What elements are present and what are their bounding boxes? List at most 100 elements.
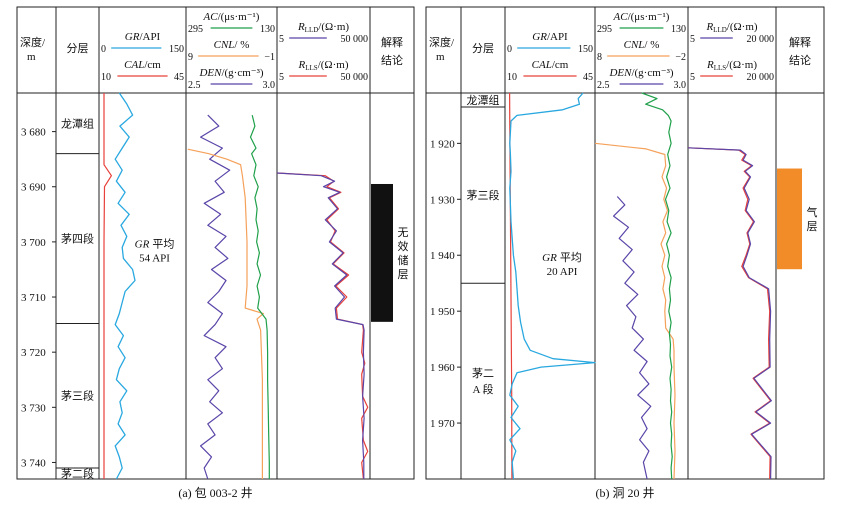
- rlld-header-name: R: [705, 21, 713, 33]
- interpretation-label-char: 气: [807, 205, 818, 219]
- formation-label: 茅二段: [61, 466, 94, 480]
- gr-average-value: 54 API: [139, 252, 170, 264]
- panel-frame: [16, 6, 415, 480]
- cnl-header-scale-min: 8: [597, 52, 602, 63]
- ac-header-scale-min: 295: [188, 24, 203, 35]
- den-header-scale-max: 3.0: [263, 80, 276, 91]
- depth-tick-label: 3 720: [21, 347, 46, 359]
- rlld-header-unit: /(Ω·m): [727, 21, 758, 33]
- rlls-header-title: RLLS/(Ω·m): [706, 59, 757, 72]
- rlls-header-subscript: LLS: [305, 64, 318, 72]
- gr-curve: [509, 92, 596, 480]
- interpretation-label-char: 效: [398, 239, 409, 253]
- depth-header: 深度/: [20, 35, 46, 49]
- cal-curve: [103, 93, 113, 479]
- interpretation-header-2: 结论: [789, 53, 811, 67]
- gr-average-label: 平均: [152, 237, 174, 250]
- cnl-header-title: CNL/ %: [214, 39, 250, 51]
- cal-header-scale-max: 45: [174, 72, 184, 83]
- interpretation-header: 解释: [789, 35, 811, 49]
- interpretation-label-char: 储: [398, 253, 409, 267]
- gr-header-scale-max: 150: [169, 44, 184, 55]
- gr-header-scale-min: 0: [101, 44, 106, 55]
- panel-frame: [425, 6, 825, 480]
- rlls-curve: [687, 147, 772, 480]
- cnl-curve: [187, 148, 264, 479]
- interpretation-label-char: 无: [398, 227, 409, 239]
- gr-header-unit: /API: [139, 31, 160, 43]
- rlld-header-title: RLLD/(Ω·m): [297, 21, 349, 34]
- gr-header-unit: /API: [547, 31, 568, 43]
- gr-header-scale-min: 0: [507, 44, 512, 55]
- rlls-header-scale-min: 5: [279, 72, 284, 83]
- formation-label: 茅三段: [61, 389, 94, 403]
- depth-tick-label: 1 940: [430, 250, 455, 262]
- cnl-header-unit: / %: [234, 39, 249, 51]
- formation-label: 茅三段: [467, 188, 500, 202]
- depth-unit: m: [27, 51, 36, 63]
- depth-tick-label: 3 680: [21, 127, 46, 139]
- depth-tick-label: 1 950: [430, 306, 455, 318]
- rlld-header-title: RLLD/(Ω·m): [705, 21, 757, 34]
- rlld-header-unit: /(Ω·m): [318, 21, 349, 33]
- rlls-header-unit: /(Ω·m): [318, 59, 349, 71]
- ac-curve: [249, 114, 270, 479]
- formation-label: 龙潭组: [61, 116, 94, 130]
- depth-tick-label: 1 920: [430, 138, 455, 150]
- gr-average-label: 平均: [560, 251, 582, 264]
- interpretation-label-char: 层: [398, 268, 409, 281]
- rlld-header-name: R: [297, 21, 305, 33]
- depth-tick-label: 1 960: [430, 362, 455, 374]
- rlls-header-subscript: LLS: [714, 64, 727, 72]
- depth-tick-label: 3 700: [21, 237, 46, 249]
- ac-header-scale-max: 130: [260, 24, 275, 35]
- interpretation-header: 解释: [381, 35, 403, 49]
- cal-header-unit: /cm: [552, 59, 569, 71]
- cal-header-scale-max: 45: [583, 72, 593, 83]
- gr-average-curve-name: GR: [542, 252, 557, 264]
- gr-curve: [114, 92, 136, 480]
- depth-header: 深度/: [429, 35, 455, 49]
- ac-header-name: AC: [203, 11, 219, 23]
- den-header-title: DEN/(g·cm⁻³): [198, 67, 263, 79]
- interpretation-label-char: 层: [807, 220, 818, 233]
- well-caption: (b) 洞 20 井: [596, 486, 655, 500]
- cnl-header-name: CNL: [214, 39, 235, 51]
- den-header-scale-max: 3.0: [674, 80, 687, 91]
- rlls-header-scale-max: 20 000: [747, 72, 775, 83]
- cnl-curve: [594, 142, 676, 480]
- cnl-header-scale-max: −2: [675, 52, 686, 63]
- den-header-unit: /(g·cm⁻³): [221, 67, 263, 79]
- depth-tick-label: 1 930: [430, 194, 455, 206]
- ac-header-title: AC/(μs·m⁻¹): [203, 11, 260, 23]
- ac-header-name: AC: [613, 11, 629, 23]
- cnl-header-scale-max: −1: [264, 52, 275, 63]
- interpretation-bar: [371, 183, 393, 322]
- ac-header-unit: /(μs·m⁻¹): [628, 11, 670, 23]
- gr-header-title: GR/API: [532, 31, 568, 43]
- den-header-scale-min: 2.5: [188, 80, 201, 91]
- depth-tick-label: 3 690: [21, 182, 46, 194]
- depth-tick-label: 1 970: [430, 418, 455, 430]
- rlld-header-scale-min: 5: [279, 34, 284, 45]
- cal-header-unit: /cm: [144, 59, 161, 71]
- rlld-header-scale-min: 5: [690, 34, 695, 45]
- well-caption: (a) 包 003-2 井: [178, 486, 252, 500]
- gr-average-value: 20 API: [547, 266, 578, 278]
- cnl-header-title: CNL/ %: [624, 39, 660, 51]
- formation-label: 茅四段: [61, 232, 94, 246]
- rlld-curve: [276, 172, 365, 479]
- cal-header-title: CAL/cm: [532, 59, 569, 71]
- rlld-header-subscript: LLD: [305, 26, 319, 34]
- rlld-header-scale-max: 50 000: [341, 34, 369, 45]
- gr-average-curve-name: GR: [135, 238, 150, 250]
- den-curve: [200, 114, 231, 480]
- cnl-header-unit: / %: [644, 39, 659, 51]
- formation-header: 分层: [472, 42, 494, 55]
- cal-header-scale-min: 10: [101, 72, 111, 83]
- formation-header: 分层: [67, 42, 89, 55]
- rlls-header-unit: /(Ω·m): [726, 59, 757, 71]
